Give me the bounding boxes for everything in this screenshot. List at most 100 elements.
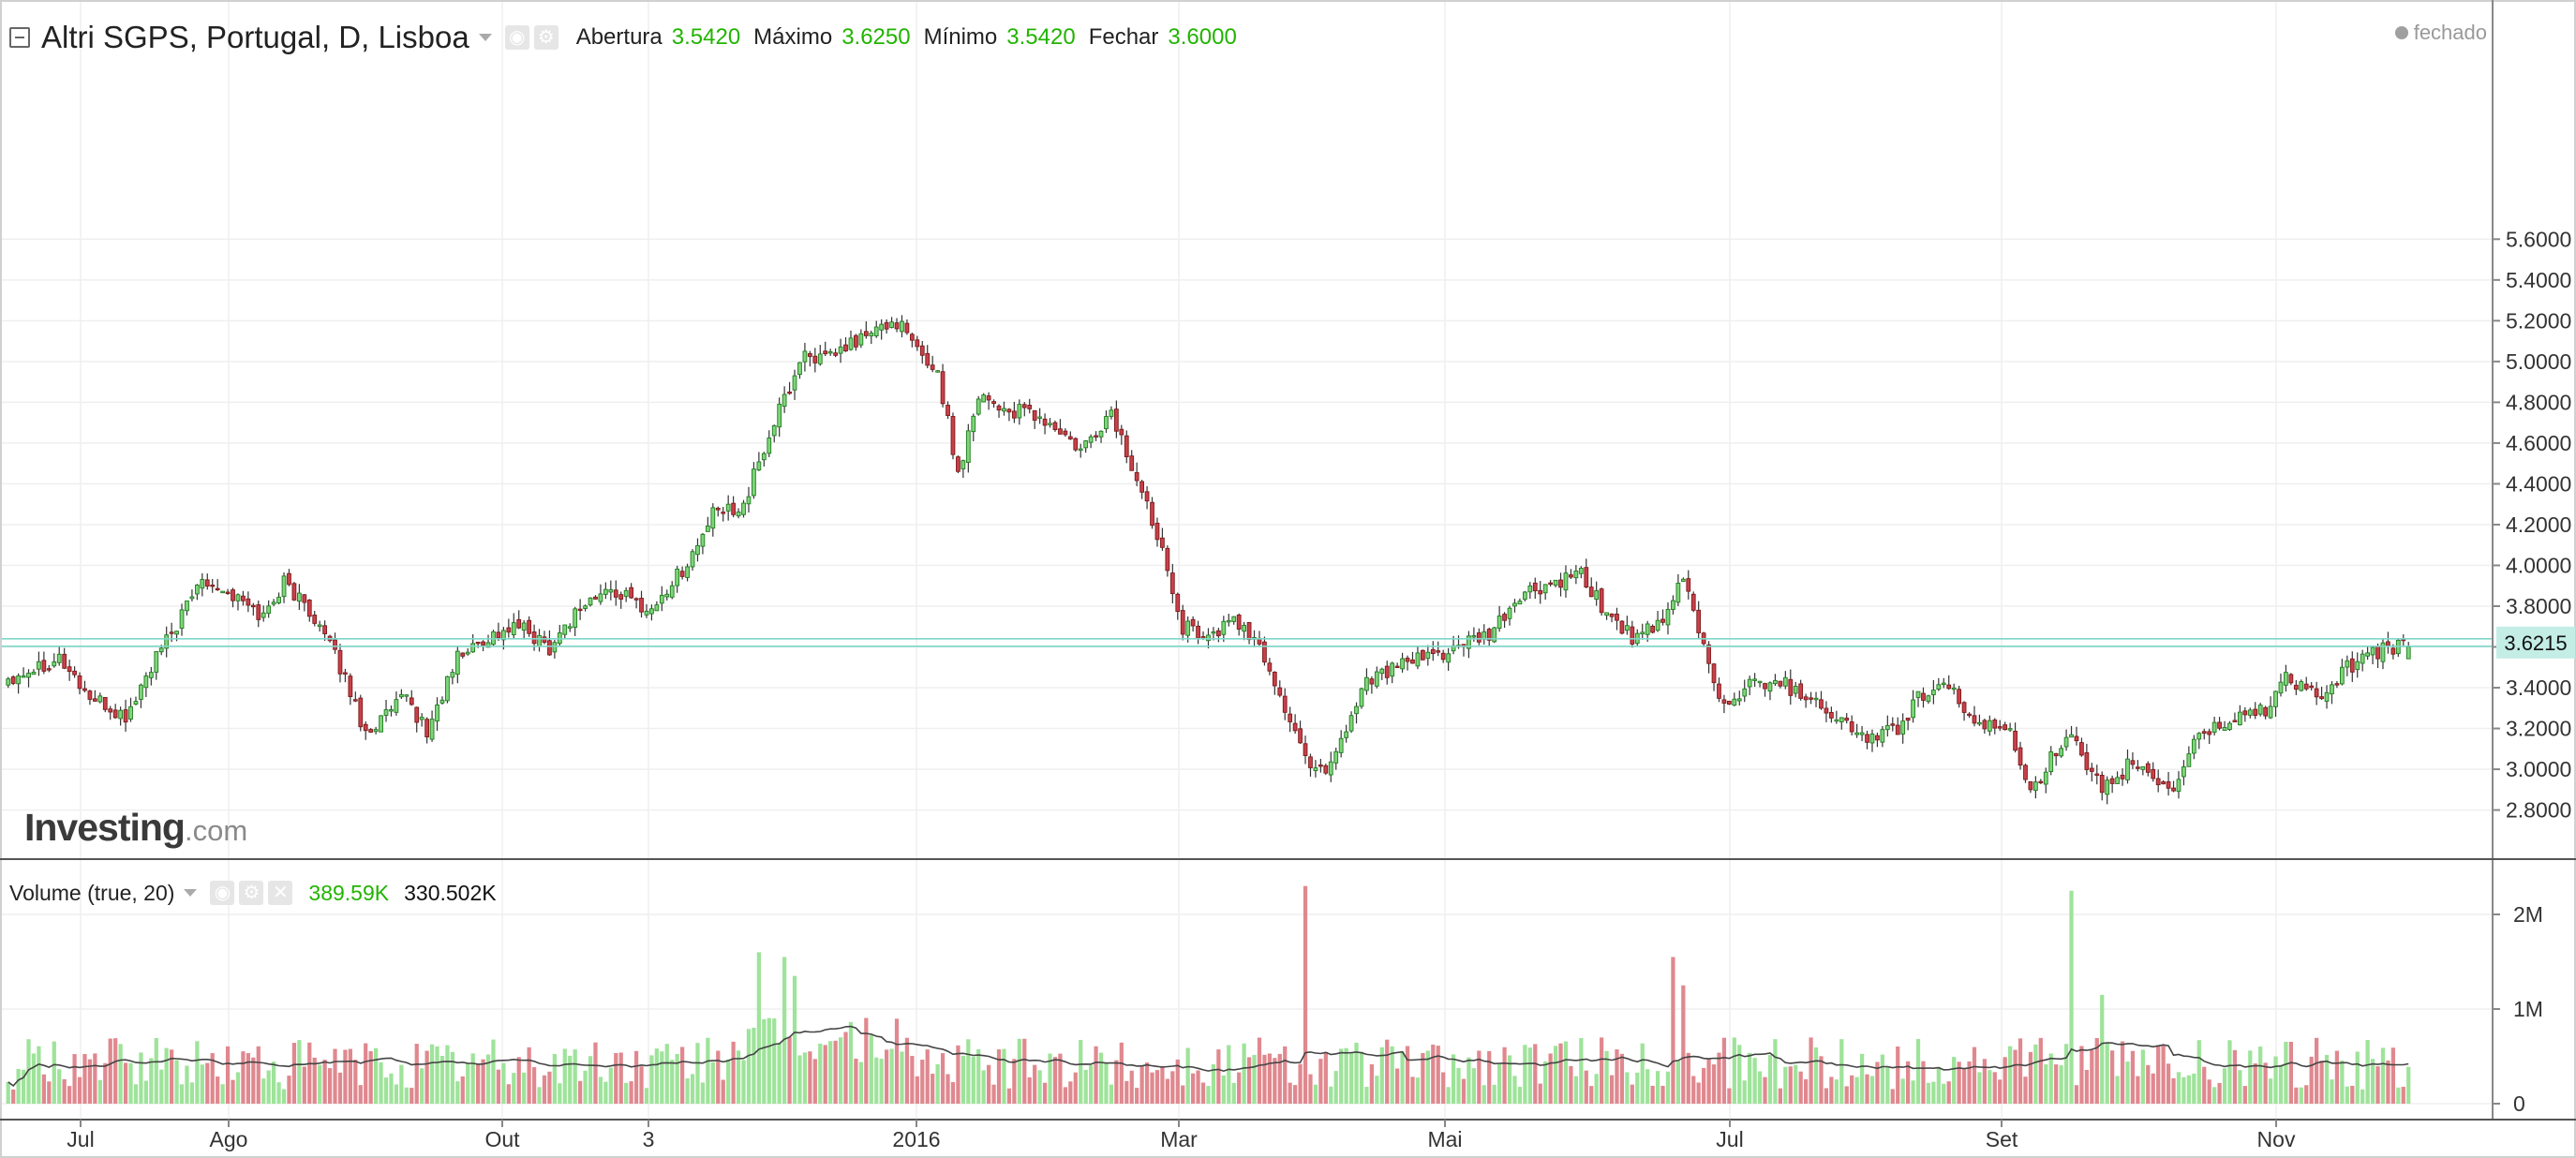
candle-body: [148, 672, 154, 678]
candle-body: [72, 670, 77, 676]
volume-bar: [72, 1054, 77, 1104]
gear-icon[interactable]: ⚙: [239, 881, 264, 905]
candle-body: [2405, 646, 2411, 660]
candle-body: [613, 589, 618, 598]
chevron-down-icon[interactable]: [184, 889, 198, 897]
volume-bar: [1604, 1050, 1609, 1104]
volume-bar: [1160, 1065, 1165, 1104]
volume-axis-ticks: 2M 1M 0: [2493, 902, 2543, 1116]
volume-bar: [1200, 1082, 1206, 1104]
volume-bar: [1773, 1039, 1778, 1104]
volume-bar: [1170, 1071, 1175, 1104]
volume-bar: [573, 1049, 577, 1104]
price-tick-label: 5.2000: [2506, 308, 2571, 333]
volume-bar: [2063, 1044, 2069, 1104]
candle-body: [725, 503, 731, 512]
volume-bar: [1880, 1054, 1884, 1104]
volume-bar: [1273, 1058, 1277, 1104]
collapse-pane-icon[interactable]: [9, 27, 30, 48]
volume-bar: [1998, 1079, 2003, 1104]
volume-bar: [1022, 1038, 1027, 1104]
candle-body: [2339, 666, 2345, 685]
price-tick-label: 3.4000: [2506, 676, 2571, 700]
candle-body: [1160, 537, 1165, 548]
candle-body: [2176, 779, 2181, 793]
candle-body: [2038, 780, 2044, 784]
volume-bar: [307, 1042, 312, 1104]
volume-bar: [1635, 1072, 1640, 1104]
volume-bar: [2386, 1060, 2390, 1104]
volume-bar: [2196, 1040, 2201, 1104]
candle-body: [843, 344, 848, 352]
volume-bar: [1165, 1078, 1169, 1104]
eye-icon[interactable]: ◉: [504, 25, 529, 50]
volume-bar: [179, 1084, 185, 1104]
volume-bar: [485, 1054, 491, 1104]
candle-body: [1486, 629, 1492, 641]
candle-body: [1869, 734, 1875, 744]
volume-bar: [460, 1076, 465, 1104]
candle-body: [1578, 568, 1584, 574]
volume-bar: [1890, 1089, 1895, 1104]
volume-bar: [174, 1060, 179, 1104]
volume-bar: [2136, 1076, 2140, 1104]
volume-bar: [2166, 1063, 2171, 1104]
close-label: Fechar: [1088, 24, 1159, 50]
candle-body: [1318, 765, 1323, 767]
volume-bar: [1957, 1062, 1961, 1104]
candle-body: [1946, 684, 1952, 690]
candle-body: [889, 321, 894, 328]
volume-bar: [318, 1064, 322, 1104]
volume-bar: [491, 1039, 496, 1104]
volume-bar: [1042, 1082, 1048, 1104]
candle-body: [1394, 665, 1400, 669]
volume-bar: [2294, 1087, 2299, 1104]
volume-bar: [139, 1052, 143, 1104]
candle-body: [583, 605, 588, 609]
candle-body: [767, 438, 772, 454]
volume-bar: [1124, 1080, 1129, 1104]
candle-body: [2053, 752, 2059, 757]
volume-bar: [2023, 1076, 2028, 1104]
volume-bar: [1058, 1053, 1063, 1104]
volume-bar: [2094, 1037, 2099, 1104]
candle-body: [276, 596, 281, 603]
candle-body: [1323, 765, 1329, 774]
candle-body: [399, 693, 404, 698]
candle-body: [1410, 659, 1415, 664]
candle-body: [1344, 731, 1348, 738]
volume-bar: [1911, 1080, 1915, 1104]
chevron-down-icon[interactable]: [478, 34, 492, 41]
volume-bar: [1456, 1067, 1461, 1104]
eye-icon[interactable]: ◉: [210, 881, 235, 905]
candle-body: [112, 709, 118, 719]
candle-body: [409, 697, 414, 705]
candle-body: [1134, 471, 1139, 482]
volume-bar: [915, 1076, 919, 1104]
volume-bar: [1757, 1071, 1763, 1104]
candle-body: [10, 676, 16, 684]
volume-bar: [2406, 1066, 2411, 1104]
volume-bar: [1615, 1049, 1619, 1104]
open-value: 3.5420: [671, 24, 741, 50]
candle-body: [1936, 684, 1942, 690]
gear-icon[interactable]: ⚙: [533, 25, 558, 50]
close-icon[interactable]: ✕: [268, 881, 293, 905]
volume-bar: [52, 1041, 56, 1104]
volume-bar: [435, 1046, 439, 1104]
volume-bar: [256, 1046, 261, 1104]
candle-body: [633, 598, 639, 601]
candle-body: [1144, 491, 1150, 502]
candle-body: [287, 572, 291, 586]
candle-body: [1502, 614, 1507, 621]
candle-body: [1803, 696, 1809, 701]
volume-bar: [2350, 1085, 2355, 1104]
volume-bar: [2013, 1049, 2018, 1104]
volume-bar: [1144, 1062, 1150, 1104]
volume-bar: [2115, 1076, 2120, 1104]
volume-bar: [312, 1057, 317, 1104]
candle-body: [1390, 662, 1395, 677]
volume-bar: [2192, 1073, 2196, 1104]
candle-body: [664, 593, 670, 598]
